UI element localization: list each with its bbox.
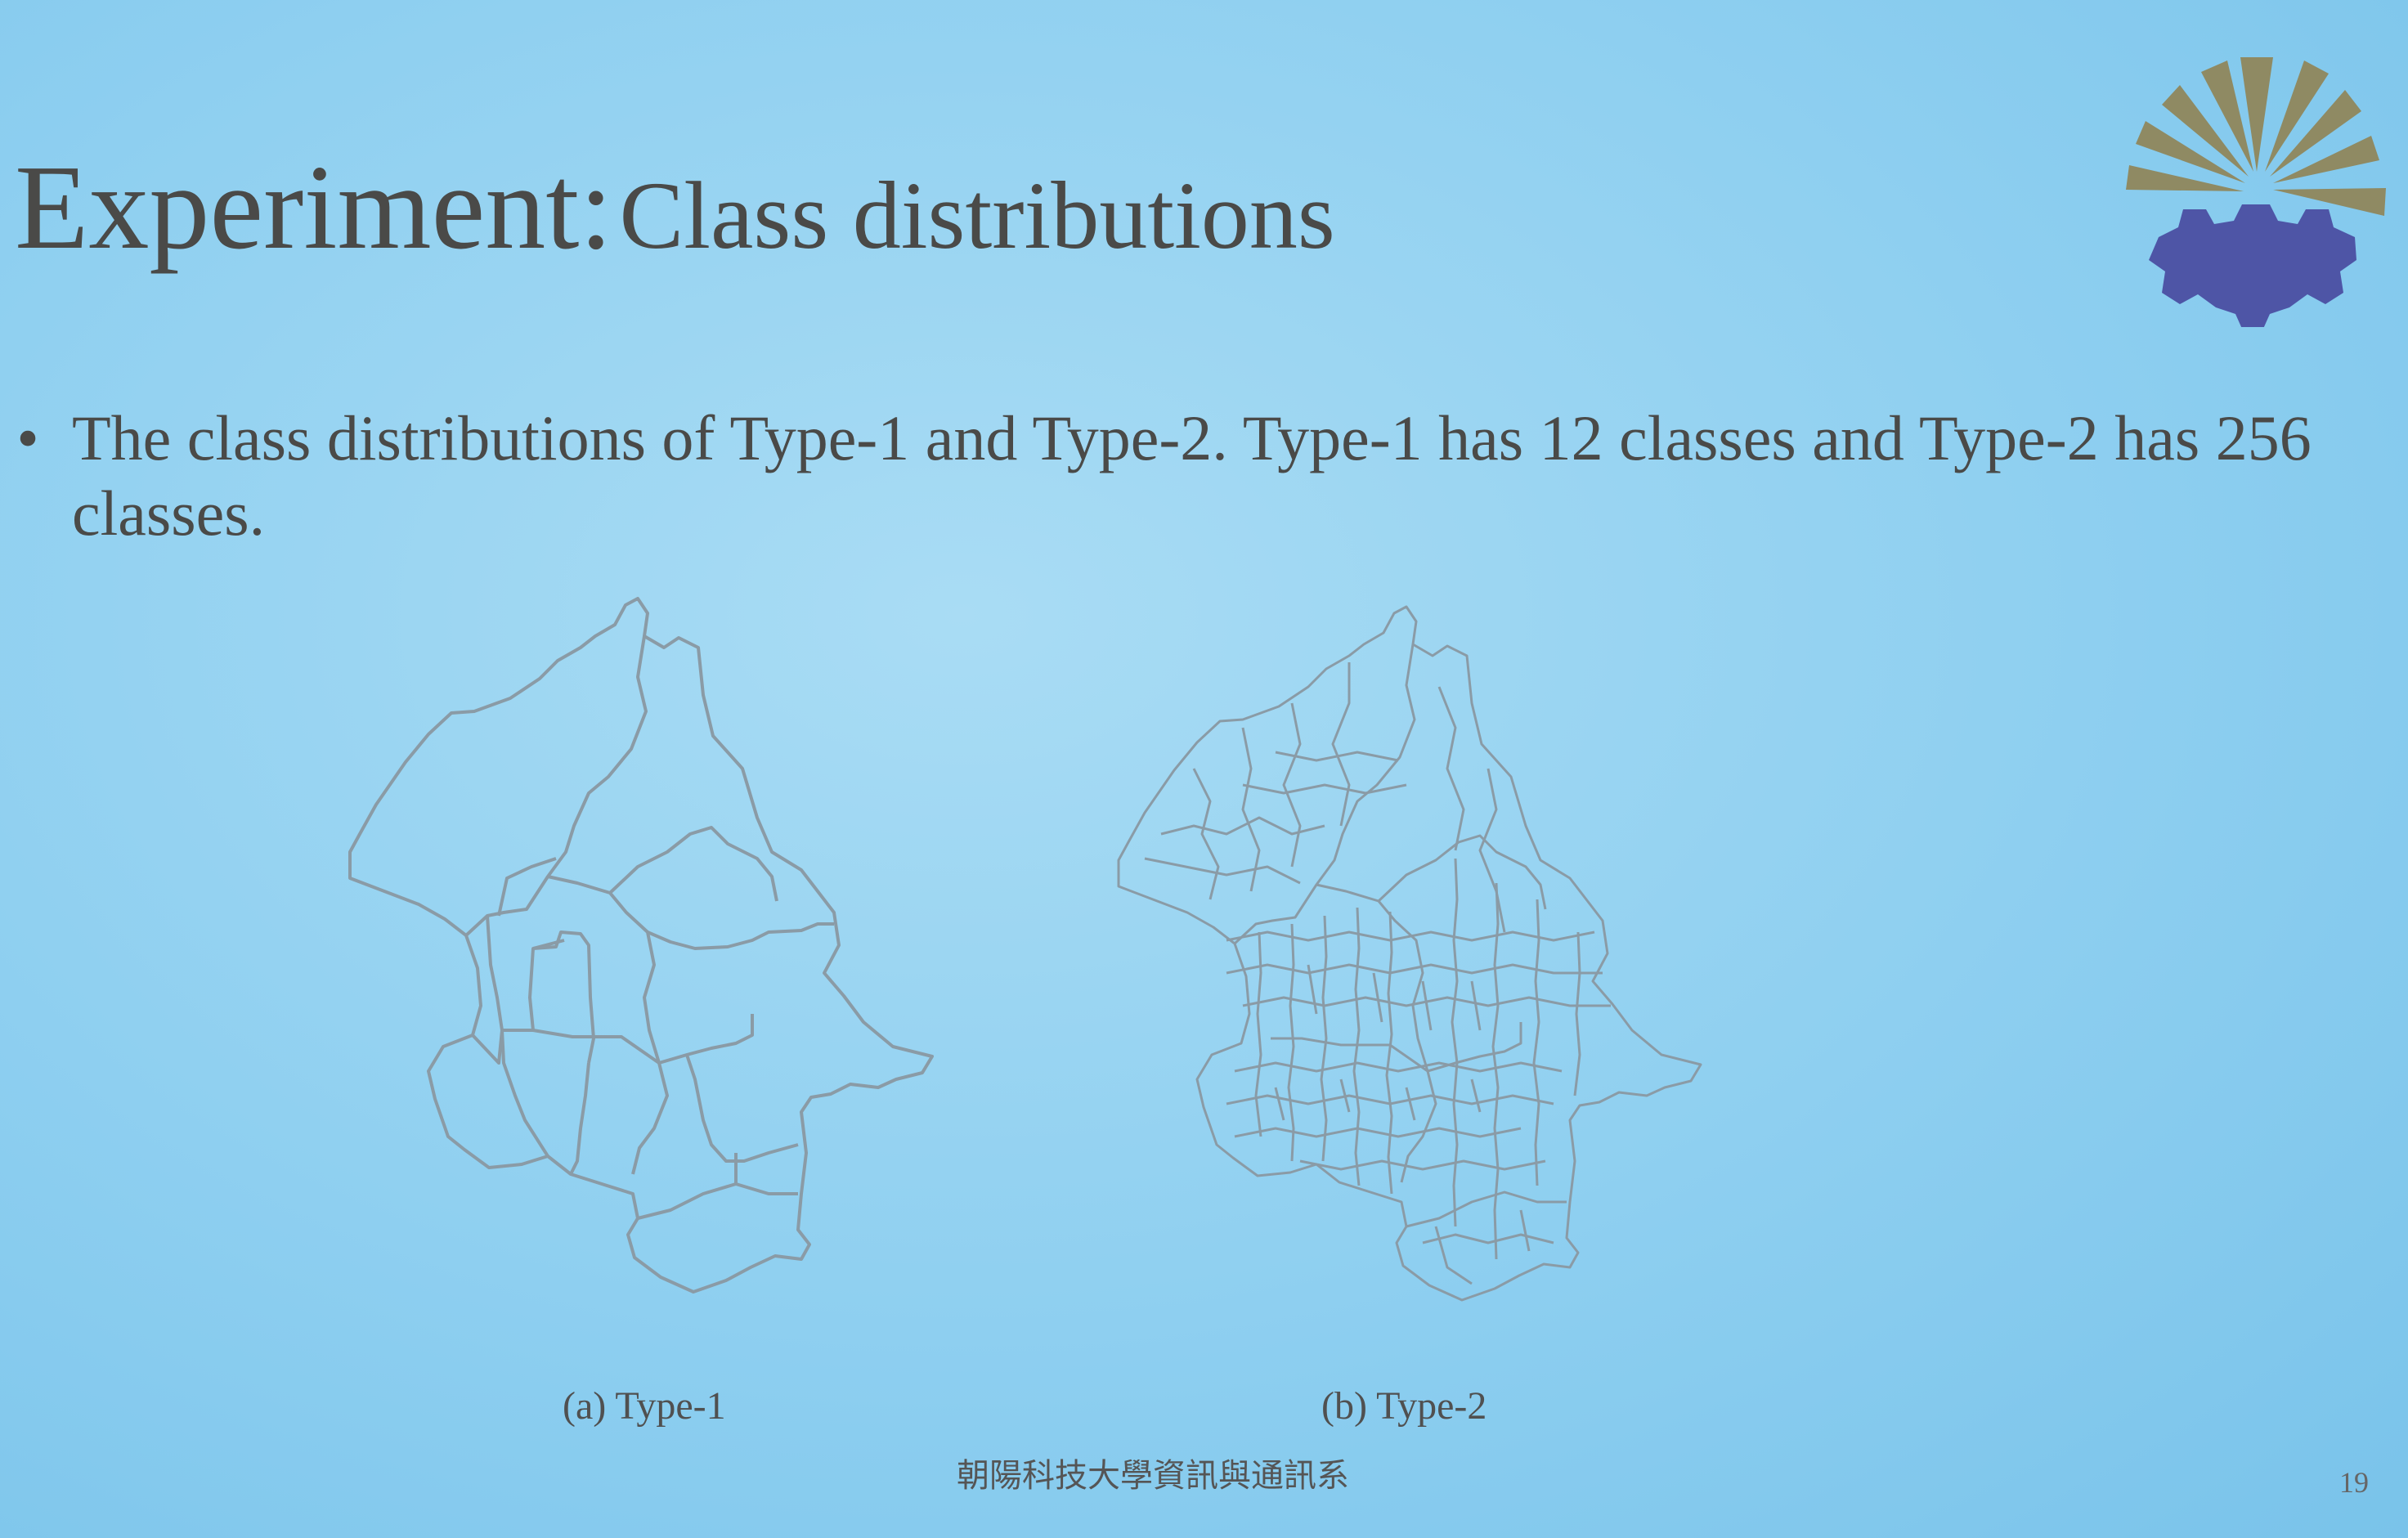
maps-figure bbox=[343, 589, 1733, 1374]
title-experiment: Experiment: bbox=[15, 141, 613, 275]
page-number: 19 bbox=[2339, 1466, 2369, 1499]
bullet-point-icon: • bbox=[16, 402, 39, 473]
map-type-2-boundaries bbox=[1117, 605, 1702, 1302]
bullet-item: • The class distributions of Type-1 and … bbox=[11, 401, 2317, 551]
map-type-2 bbox=[1117, 605, 1702, 1302]
logo-rays bbox=[2126, 57, 2386, 216]
slide-title: Experiment: Class distributions bbox=[15, 147, 1335, 268]
map-type-1-boundaries bbox=[348, 597, 934, 1294]
university-logo-icon bbox=[2126, 57, 2386, 327]
bullet-text: The class distributions of Type-1 and Ty… bbox=[72, 402, 2312, 549]
caption-type-1: (a) Type-1 bbox=[563, 1384, 726, 1428]
logo-gear bbox=[2149, 204, 2356, 327]
caption-type-2: (b) Type-2 bbox=[1321, 1384, 1487, 1428]
title-class-distributions: Class distributions bbox=[619, 162, 1335, 269]
footer-department: 朝陽科技大學資訊與通訊系 bbox=[957, 1457, 1349, 1495]
map-type-1 bbox=[348, 597, 934, 1294]
